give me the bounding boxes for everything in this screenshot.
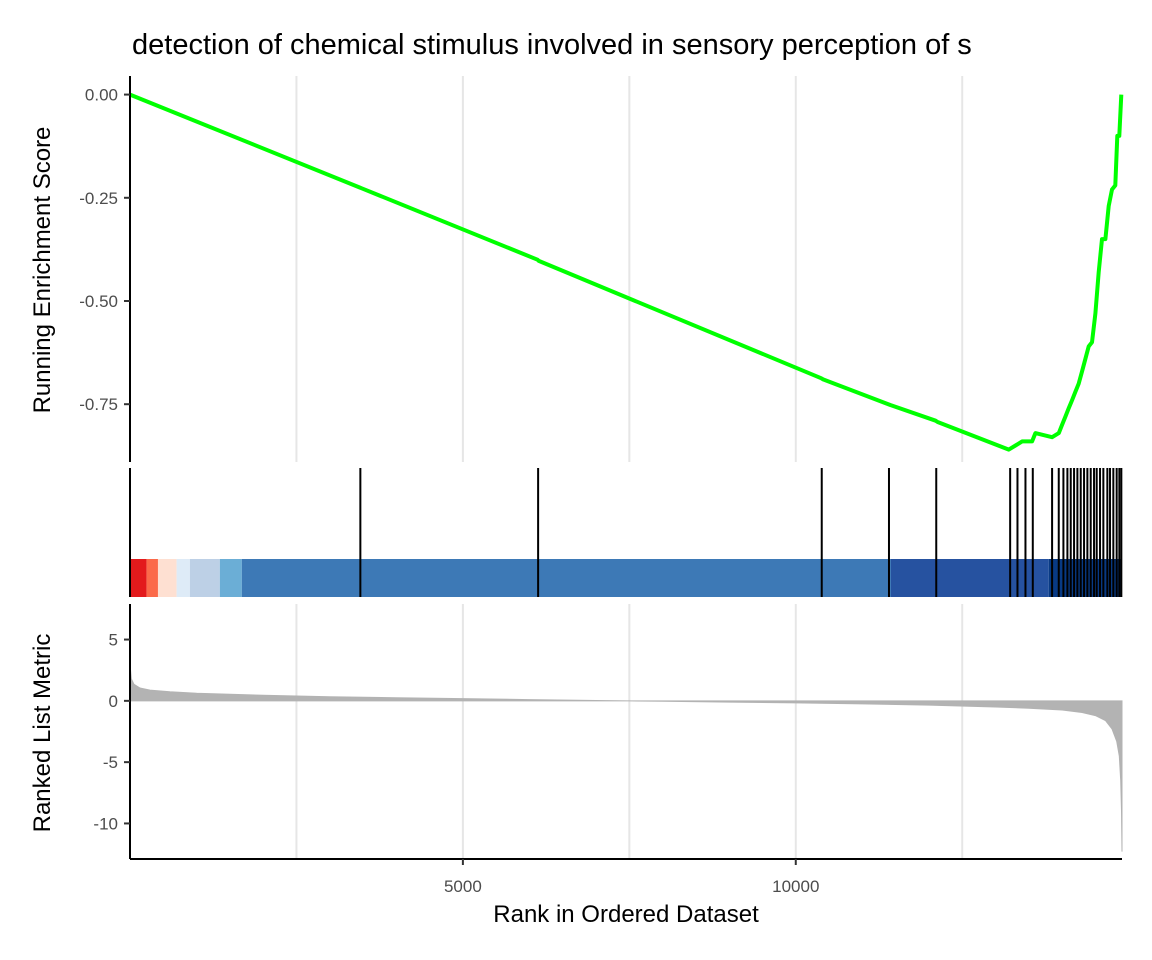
ranked-metric-panel: 5 0 -5 -10 5000 10000 [93, 604, 1123, 896]
y-tick-label-bottom: 0 [109, 692, 118, 711]
y-tick-label-bottom: -5 [103, 753, 118, 772]
x-tick-label: 10000 [772, 877, 819, 896]
y-axis-label-ranked-metric: Ranked List Metric [29, 634, 56, 833]
x-tick-label: 5000 [444, 877, 482, 896]
y-tick-label-bottom: -10 [93, 814, 118, 833]
chart-title: detection of chemical stimulus involved … [132, 29, 972, 61]
color-bar-segment [157, 559, 177, 597]
color-bar-segment [130, 559, 147, 597]
hit-and-colorbar-panel [129, 468, 1123, 597]
running-score-panel: 0.00 -0.25 -0.50 -0.75 [79, 76, 1124, 462]
color-bar-segment [146, 559, 158, 597]
y-tick-label-top: -0.75 [79, 395, 118, 414]
running-score-line [129, 92, 1124, 452]
color-bar-segment [241, 559, 891, 597]
y-tick-label-bottom: 5 [109, 631, 118, 650]
color-bar-segment [219, 559, 242, 597]
x-axis-label: Rank in Ordered Dataset [493, 901, 759, 928]
y-axis-label-running-score: Running Enrichment Score [29, 127, 56, 414]
y-tick-label-top: -0.50 [79, 292, 118, 311]
color-bar-segment [890, 559, 1049, 597]
y-tick-label-top: 0.00 [85, 86, 118, 105]
ranked-metric-area [129, 664, 1123, 852]
color-bar-segment [176, 559, 190, 597]
color-bar-segment [189, 559, 220, 597]
y-tick-label-top: -0.25 [79, 189, 118, 208]
